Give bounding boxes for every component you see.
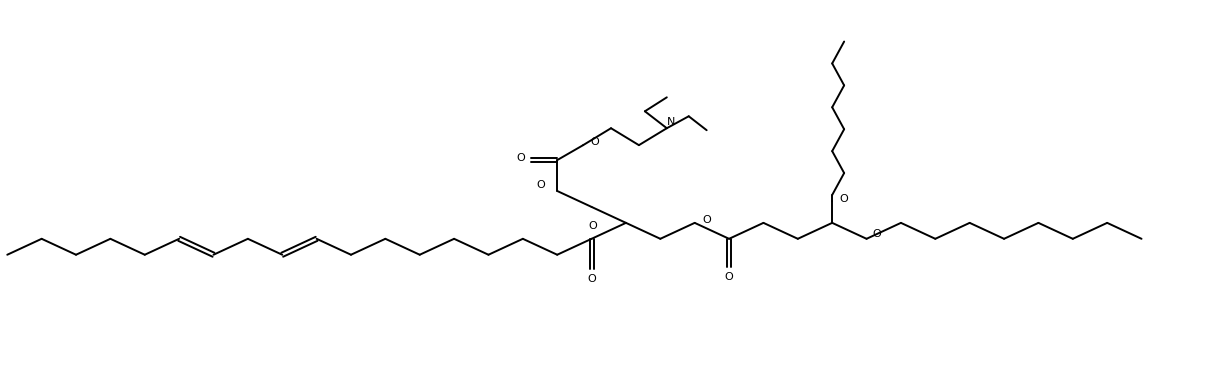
Text: O: O	[588, 221, 597, 231]
Text: O: O	[702, 215, 712, 225]
Text: O: O	[725, 272, 734, 282]
Text: O: O	[591, 137, 599, 147]
Text: O: O	[872, 229, 881, 239]
Text: O: O	[587, 274, 596, 283]
Text: O: O	[840, 194, 848, 204]
Text: O: O	[516, 153, 524, 163]
Text: O: O	[535, 180, 544, 190]
Text: N: N	[667, 117, 675, 127]
